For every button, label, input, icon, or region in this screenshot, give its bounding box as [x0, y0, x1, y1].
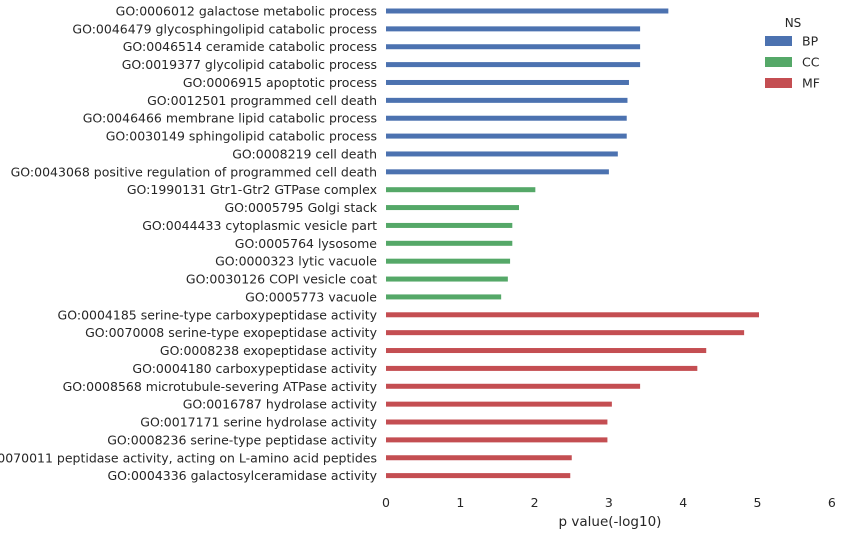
- bar-mf: [386, 330, 745, 336]
- category-label: GO:0012501 programmed cell death: [147, 93, 377, 108]
- category-label: GO:0004336 galactosylceramidase activity: [107, 468, 377, 483]
- category-label: GO:0019377 glycolipid catabolic process: [122, 57, 377, 72]
- bar-bp: [386, 115, 627, 121]
- bar-bp: [386, 26, 641, 32]
- x-tick-label: 0: [382, 495, 390, 510]
- category-labels: GO:0006012 galactose metabolic process GO…: [0, 4, 378, 484]
- legend-swatch-bp: [765, 36, 792, 46]
- category-label: GO:1990131 Gtr1-Gtr2 GTPase complex: [127, 182, 377, 197]
- legend-swatch-cc: [765, 57, 792, 67]
- legend-entries: BP CC MF: [765, 34, 820, 91]
- x-tick-label: 6: [828, 495, 836, 510]
- x-tick-label: 3: [605, 495, 613, 510]
- category-label: GO:0006012 galactose metabolic process: [116, 4, 377, 19]
- legend-title: NS: [785, 16, 802, 30]
- bar-bp: [386, 151, 618, 157]
- bar-bp: [386, 169, 609, 175]
- category-label: GO:0016787 hydrolase activity: [183, 397, 378, 412]
- category-label: GO:0030149 sphingolipid catabolic proces…: [106, 129, 377, 144]
- x-tick-label: 2: [531, 495, 539, 510]
- category-label: GO:0005764 lysosome: [235, 236, 378, 251]
- bar-bp: [386, 8, 669, 14]
- category-label: GO:0000323 lytic vacuole: [215, 254, 377, 269]
- legend-entry-label: BP: [802, 34, 819, 49]
- category-label: GO:0030126 COPI vesicle coat: [186, 272, 377, 287]
- bar-mf: [386, 419, 608, 425]
- bar-bp: [386, 133, 627, 139]
- category-label: GO:0044433 cytoplasmic vesicle part: [142, 218, 377, 233]
- category-label: GO:0004185 serine-type carboxypeptidase …: [58, 307, 378, 322]
- legend-entry-label: CC: [802, 55, 820, 70]
- category-label: GO:0006915 apoptotic process: [183, 75, 377, 90]
- category-label: GO:0017171 serine hydrolase activity: [140, 415, 377, 430]
- category-label: GO:0008219 cell death: [232, 146, 377, 161]
- x-axis-ticks: 0 1 2 3 4 5 6: [382, 495, 836, 510]
- category-label: GO:0005773 vacuole: [245, 289, 377, 304]
- bar-mf: [386, 383, 641, 389]
- bar-cc: [386, 187, 536, 193]
- bar-cc: [386, 258, 511, 264]
- x-tick-label: 5: [754, 495, 762, 510]
- bar-mf: [386, 437, 608, 443]
- bar-cc: [386, 222, 513, 228]
- bar-bp: [386, 62, 641, 68]
- category-label: GO:0070011 peptidase activity, acting on…: [0, 450, 377, 465]
- category-label: GO:0008568 microtubule-severing ATPase a…: [63, 379, 378, 394]
- x-tick-label: 1: [456, 495, 464, 510]
- legend-entry-label: MF: [802, 76, 820, 91]
- bar-bp: [386, 79, 629, 85]
- category-label: GO:0043068 positive regulation of progra…: [11, 164, 377, 179]
- bar-bp: [386, 44, 641, 50]
- category-label: GO:0008236 serine-type peptidase activit…: [107, 432, 377, 447]
- bar-cc: [386, 294, 502, 300]
- x-axis-label: p value(-log10): [559, 514, 662, 530]
- bar-mf: [386, 401, 612, 407]
- bar-bp: [386, 97, 628, 103]
- bar-mf: [386, 312, 759, 318]
- category-label: GO:0004180 carboxypeptidase activity: [132, 361, 377, 376]
- bar-cc: [386, 240, 513, 246]
- bar-cc: [386, 205, 519, 211]
- bar-mf: [386, 473, 571, 479]
- x-tick-label: 4: [679, 495, 687, 510]
- bar-mf: [386, 455, 572, 461]
- category-label: GO:0070008 serine-type exopeptidase acti…: [85, 325, 378, 340]
- bars-layer: [386, 8, 759, 479]
- category-label: GO:0046514 ceramide catabolic process: [123, 39, 377, 54]
- category-label: GO:0046479 glycosphingolipid catabolic p…: [72, 21, 377, 36]
- legend: NS BP CC MF: [765, 16, 820, 91]
- bar-cc: [386, 276, 508, 282]
- bar-mf: [386, 348, 707, 354]
- category-label: GO:0005795 Golgi stack: [224, 200, 377, 215]
- bar-mf: [386, 365, 698, 371]
- legend-swatch-mf: [765, 78, 792, 88]
- category-label: GO:0046466 membrane lipid catabolic proc…: [83, 111, 377, 126]
- category-label: GO:0008238 exopeptidase activity: [160, 343, 378, 358]
